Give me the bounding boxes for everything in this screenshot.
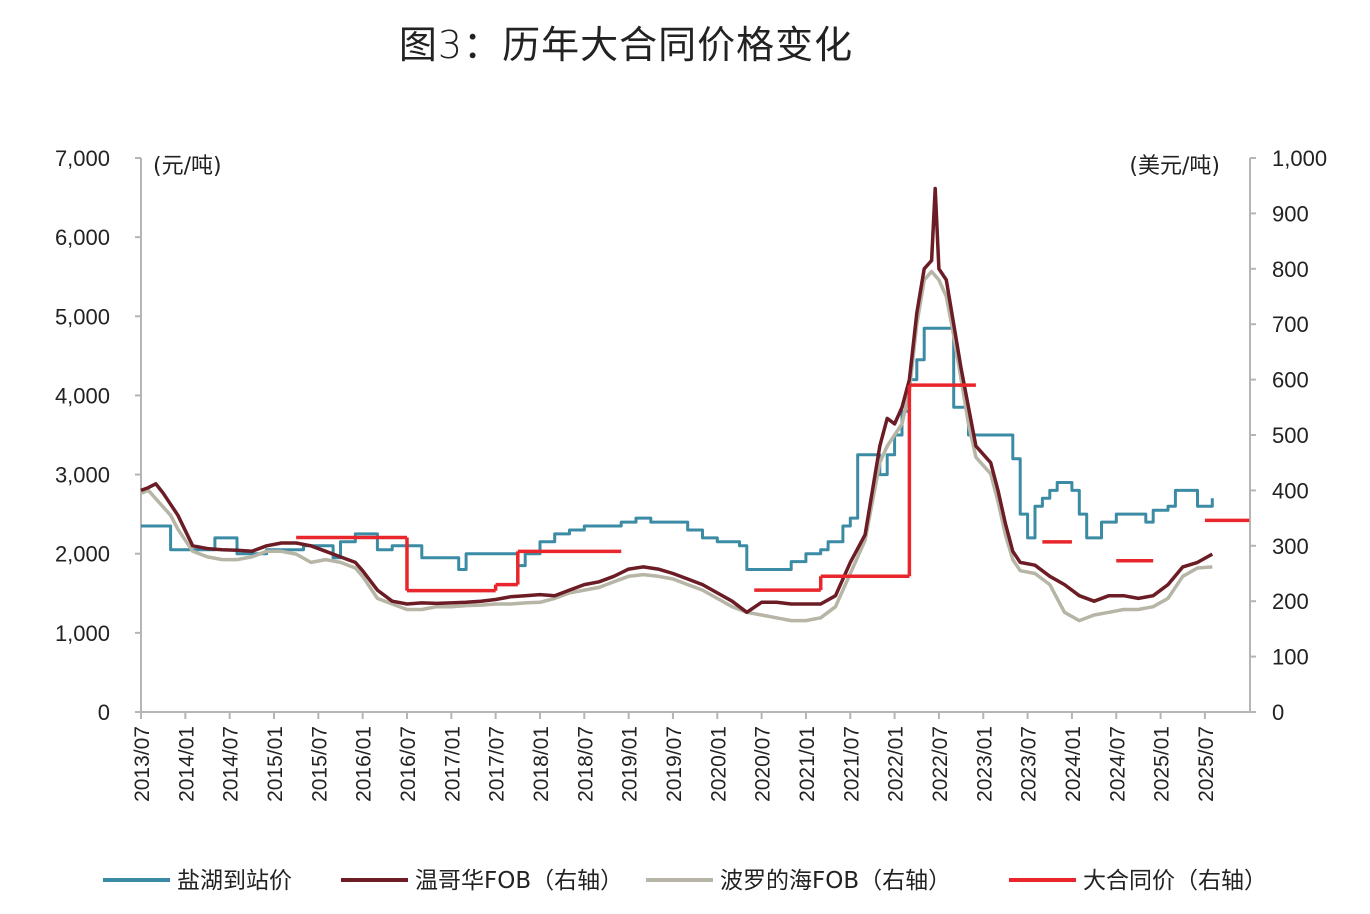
chart-title: 图3：历年大合同价格变化 — [398, 23, 854, 67]
right-tick-label: 200 — [1272, 589, 1309, 614]
x-tick-label: 2019/07 — [663, 726, 686, 802]
x-tick-label: 2017/01 — [441, 726, 464, 802]
x-tick-label: 2024/07 — [1106, 726, 1129, 802]
x-tick-label: 2016/01 — [353, 726, 376, 802]
x-tick-label: 2020/01 — [707, 726, 730, 802]
x-tick-label: 2025/01 — [1151, 726, 1174, 802]
x-tick-label: 2024/01 — [1062, 726, 1085, 802]
x-tick-label: 2021/07 — [840, 726, 863, 802]
left-tick-label: 6,000 — [55, 225, 110, 250]
legend-label: 温哥华FOB（右轴） — [415, 868, 623, 894]
right-tick-label: 1,000 — [1272, 146, 1327, 171]
x-tick-label: 2018/01 — [530, 726, 553, 802]
x-tick-label: 2016/07 — [397, 726, 420, 802]
x-tick-label: 2020/07 — [752, 726, 775, 802]
series-baltic-fob — [140, 269, 1213, 623]
left-tick-label: 0 — [98, 700, 110, 725]
series-layer — [140, 186, 1250, 623]
right-axis-unit: (美元/吨) — [1129, 154, 1220, 179]
left-tick-label: 2,000 — [55, 542, 110, 567]
series-contract-price — [296, 383, 1250, 593]
x-tick-label: 2014/07 — [220, 726, 243, 802]
x-tick-label: 2021/01 — [796, 726, 819, 802]
right-tick-label: 900 — [1272, 201, 1309, 226]
right-tick-label: 800 — [1272, 257, 1309, 282]
series-salt-lake-price — [141, 326, 1214, 571]
right-tick-label: 400 — [1272, 478, 1309, 503]
x-tick-label: 2015/01 — [264, 726, 287, 802]
x-tick-label: 2018/07 — [574, 726, 597, 802]
x-tick-label: 2023/01 — [973, 726, 996, 802]
left-tick-label: 3,000 — [55, 463, 110, 488]
x-tick-label: 2023/07 — [1018, 726, 1041, 802]
x-tick-label: 2019/01 — [619, 726, 642, 802]
x-tick-label: 2017/07 — [486, 726, 509, 802]
x-tick-label: 2014/01 — [175, 726, 198, 802]
x-tick-label: 2015/07 — [308, 726, 331, 802]
series-vancouver-fob — [140, 186, 1214, 615]
right-tick-label: 0 — [1272, 700, 1284, 725]
x-tick-label: 2022/07 — [929, 726, 952, 802]
legend-label: 盐湖到站价 — [177, 868, 292, 894]
x-tick-label: 2022/01 — [885, 726, 908, 802]
right-tick-label: 300 — [1272, 534, 1309, 559]
legend: 盐湖到站价 温哥华FOB（右轴） 波罗的海FOB（右轴） 大合同价（右轴） — [103, 868, 1267, 894]
left-tick-label: 1,000 — [55, 621, 110, 646]
left-tick-label: 4,000 — [55, 383, 110, 408]
right-tick-label: 600 — [1272, 368, 1309, 393]
right-tick-label: 100 — [1272, 645, 1309, 670]
axes: 0 1,000 2,000 3,000 4,000 5,000 6,000 7,000 0 100… — [55, 146, 1327, 802]
right-tick-label: 500 — [1272, 423, 1309, 448]
left-axis-unit: (元/吨) — [153, 154, 222, 179]
legend-label: 大合同价（右轴） — [1083, 868, 1267, 894]
right-tick-label: 700 — [1272, 312, 1309, 337]
x-tick-label: 2025/07 — [1195, 726, 1218, 802]
legend-label: 波罗的海FOB（右轴） — [720, 868, 951, 894]
left-tick-label: 5,000 — [55, 304, 110, 329]
x-tick-label: 2013/07 — [131, 726, 154, 802]
left-tick-label: 7,000 — [55, 146, 110, 171]
